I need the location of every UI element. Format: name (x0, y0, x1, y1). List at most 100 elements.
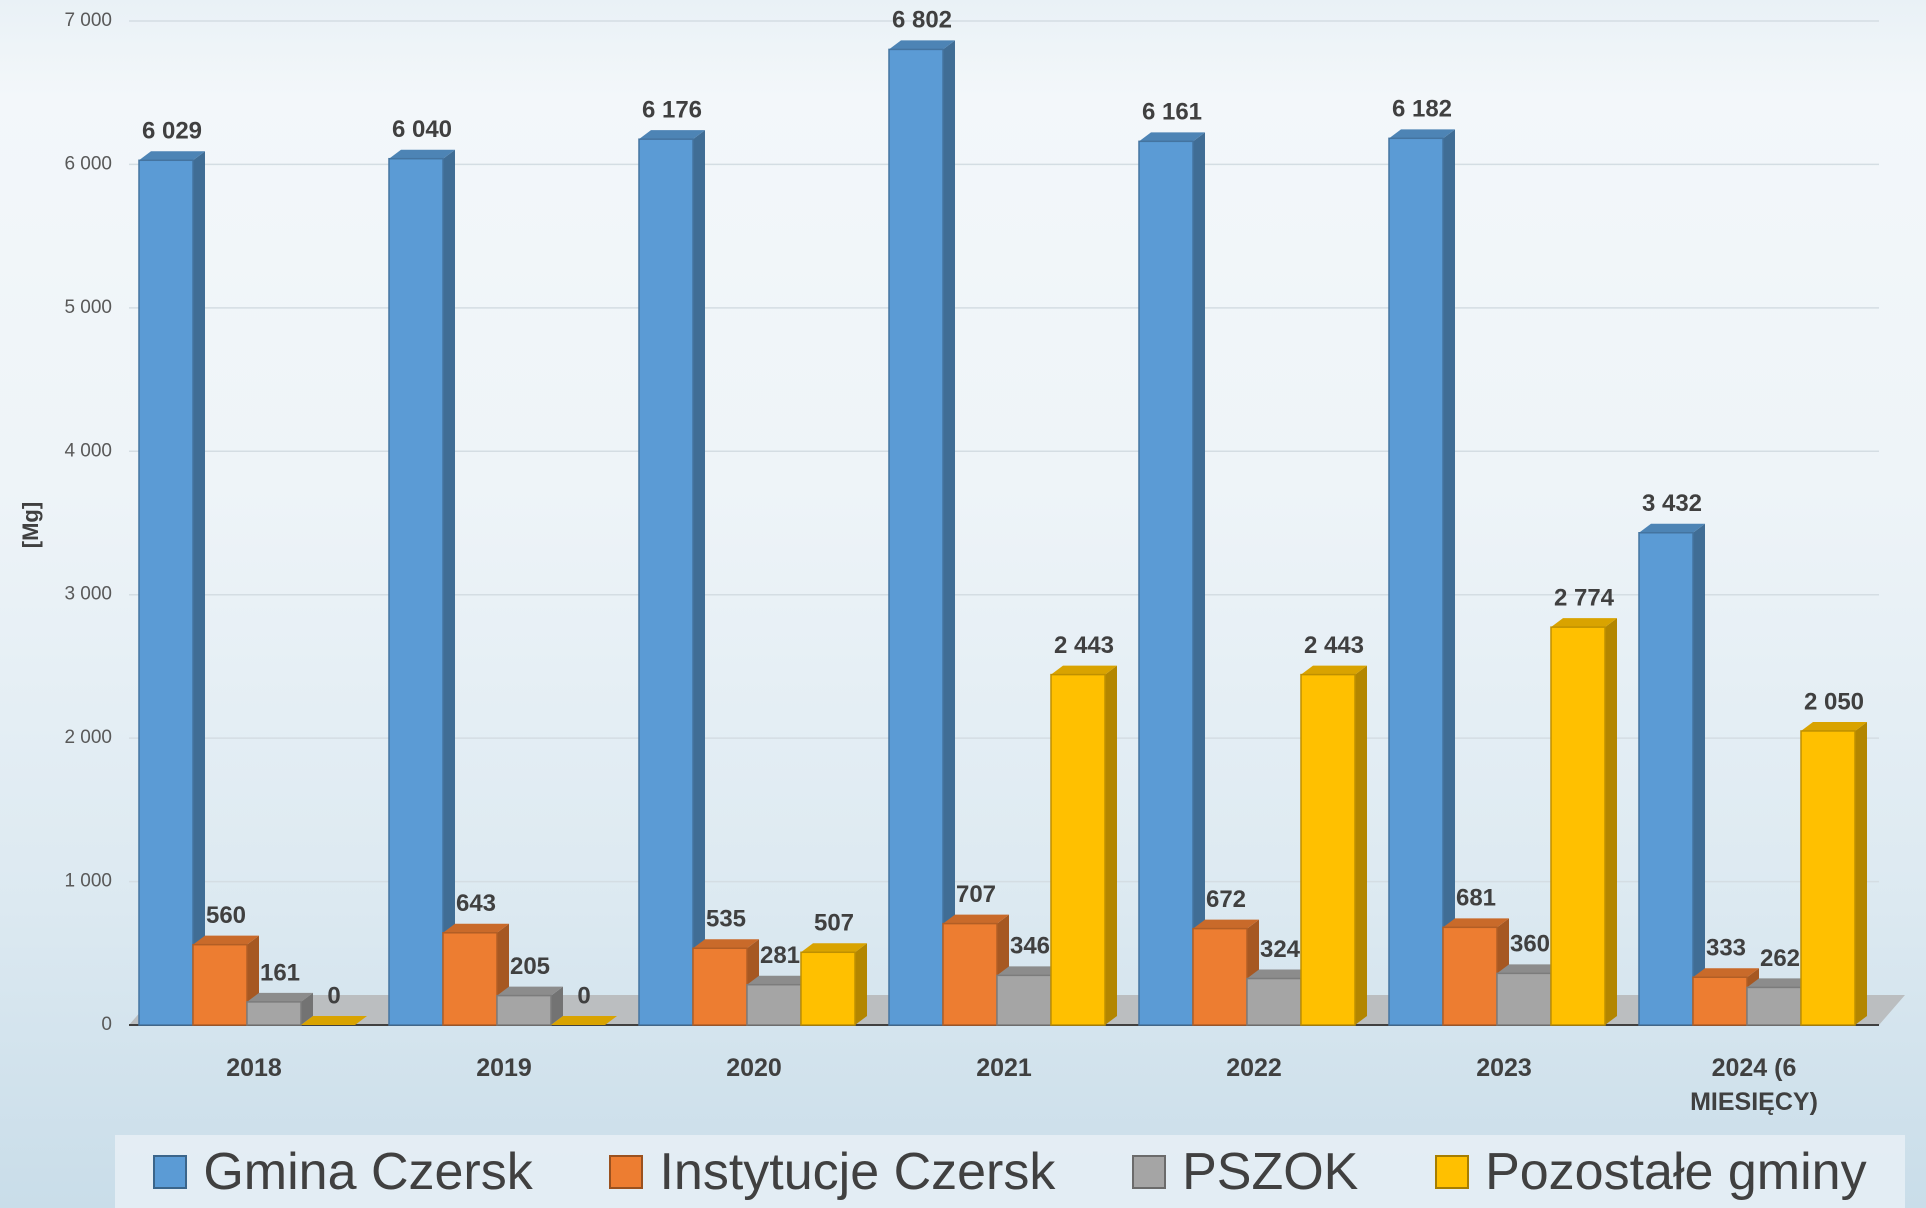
legend-swatch (1435, 1154, 1470, 1189)
bar (1496, 972, 1552, 1026)
bar (996, 974, 1052, 1026)
bar-side (443, 149, 455, 1026)
bar-top (1497, 964, 1563, 974)
bar (246, 1001, 302, 1026)
legend-label: Instytucje Czersk (659, 1142, 1056, 1201)
value-label: 360 (1510, 931, 1550, 958)
bar-top (1551, 618, 1617, 628)
value-label: 3 432 (1642, 490, 1702, 517)
value-label: 707 (956, 881, 996, 908)
legend-swatch (1132, 1154, 1167, 1189)
bar-side (551, 986, 563, 1025)
x-tick-label: 2022 (1226, 1054, 1282, 1082)
bar-top (1193, 919, 1259, 929)
bar-side (1605, 618, 1617, 1025)
y-tick-label: 2 000 (64, 727, 112, 748)
bar-top (997, 966, 1063, 976)
bar (942, 922, 998, 1026)
bar-top (1443, 918, 1509, 928)
bar (1138, 140, 1194, 1026)
legend: Gmina Czersk Instytucje Czersk PSZOK Pozost… (115, 1135, 1905, 1208)
value-label: 507 (814, 910, 854, 937)
value-label: 6 182 (1392, 96, 1452, 123)
bar (1442, 926, 1498, 1026)
legend-label: Gmina Czersk (203, 1142, 533, 1201)
value-label: 6 029 (142, 118, 202, 145)
bar-top (389, 149, 455, 159)
value-label: 333 (1706, 935, 1746, 962)
bar-top (693, 939, 759, 949)
bar (1192, 927, 1248, 1026)
y-tick-label: 4 000 (64, 440, 112, 461)
bar-top (943, 914, 1009, 924)
bar (1746, 986, 1802, 1026)
bar (1300, 673, 1356, 1026)
value-label: 161 (260, 959, 300, 986)
value-label: 535 (706, 906, 746, 933)
value-label: 6 040 (392, 116, 452, 143)
bar (1550, 626, 1606, 1026)
bar-top (639, 130, 705, 140)
value-label: 324 (1260, 936, 1301, 963)
bar-side (1193, 132, 1205, 1026)
bar-top (1639, 523, 1705, 533)
bar (1638, 532, 1694, 1026)
x-tick-label: 2021 (976, 1054, 1032, 1082)
y-tick-label: 5 000 (64, 297, 112, 318)
bar-top (193, 935, 259, 945)
bar (1246, 977, 1302, 1026)
bar-top (247, 992, 313, 1002)
x-tick-label: 2019 (476, 1054, 532, 1082)
value-label: 6 176 (642, 97, 702, 124)
bar-top (1389, 129, 1455, 139)
bar-side (1105, 665, 1117, 1025)
value-label: 672 (1206, 886, 1246, 913)
bar (388, 157, 444, 1026)
bar (496, 994, 552, 1026)
bar-top (747, 975, 813, 985)
bar-top (1051, 665, 1117, 675)
bar-side (1443, 129, 1455, 1025)
value-label: 281 (760, 942, 800, 969)
bar (138, 159, 194, 1026)
legend-label: Pozostałe gminy (1485, 1142, 1867, 1201)
bar (1050, 673, 1106, 1026)
legend-item: Gmina Czersk (153, 1142, 533, 1202)
x-tick-label: 2020 (726, 1054, 782, 1082)
bar-top (551, 1016, 617, 1025)
value-label: 560 (206, 902, 246, 929)
x-tick-label: 2024 (6 MIESIĘCY) (1690, 1054, 1818, 1116)
legend-item: PSZOK (1132, 1142, 1358, 1202)
value-label: 6 161 (1142, 99, 1202, 126)
y-tick-label: 1 000 (64, 871, 112, 892)
legend-label: PSZOK (1182, 1142, 1359, 1201)
bar (1692, 976, 1748, 1026)
bar (442, 932, 498, 1026)
value-label: 262 (1760, 945, 1800, 972)
bar-top (139, 151, 205, 161)
legend-swatch (609, 1154, 644, 1189)
bar (192, 943, 248, 1026)
bar (692, 947, 748, 1026)
bar-top (301, 1016, 367, 1025)
bar (746, 983, 802, 1026)
bar-top (1139, 132, 1205, 142)
bar (888, 48, 944, 1026)
bar-top (1747, 978, 1813, 988)
bar (638, 138, 694, 1026)
y-tick-label: 6 000 (64, 153, 112, 174)
bar-top (801, 943, 867, 953)
y-axis-label: [Mg] (18, 502, 43, 548)
bar-side (193, 151, 205, 1025)
y-tick-label: 0 (101, 1014, 112, 1035)
bar-top (1247, 969, 1313, 979)
bar-top (443, 923, 509, 933)
bar (800, 951, 856, 1026)
legend-swatch (153, 1154, 188, 1189)
value-label: 0 (327, 982, 340, 1009)
x-tick-label: 2018 (226, 1054, 282, 1082)
value-label: 681 (1456, 885, 1496, 912)
bar-top (497, 986, 563, 996)
value-label: 2 050 (1804, 688, 1864, 715)
bar-side (693, 130, 705, 1025)
